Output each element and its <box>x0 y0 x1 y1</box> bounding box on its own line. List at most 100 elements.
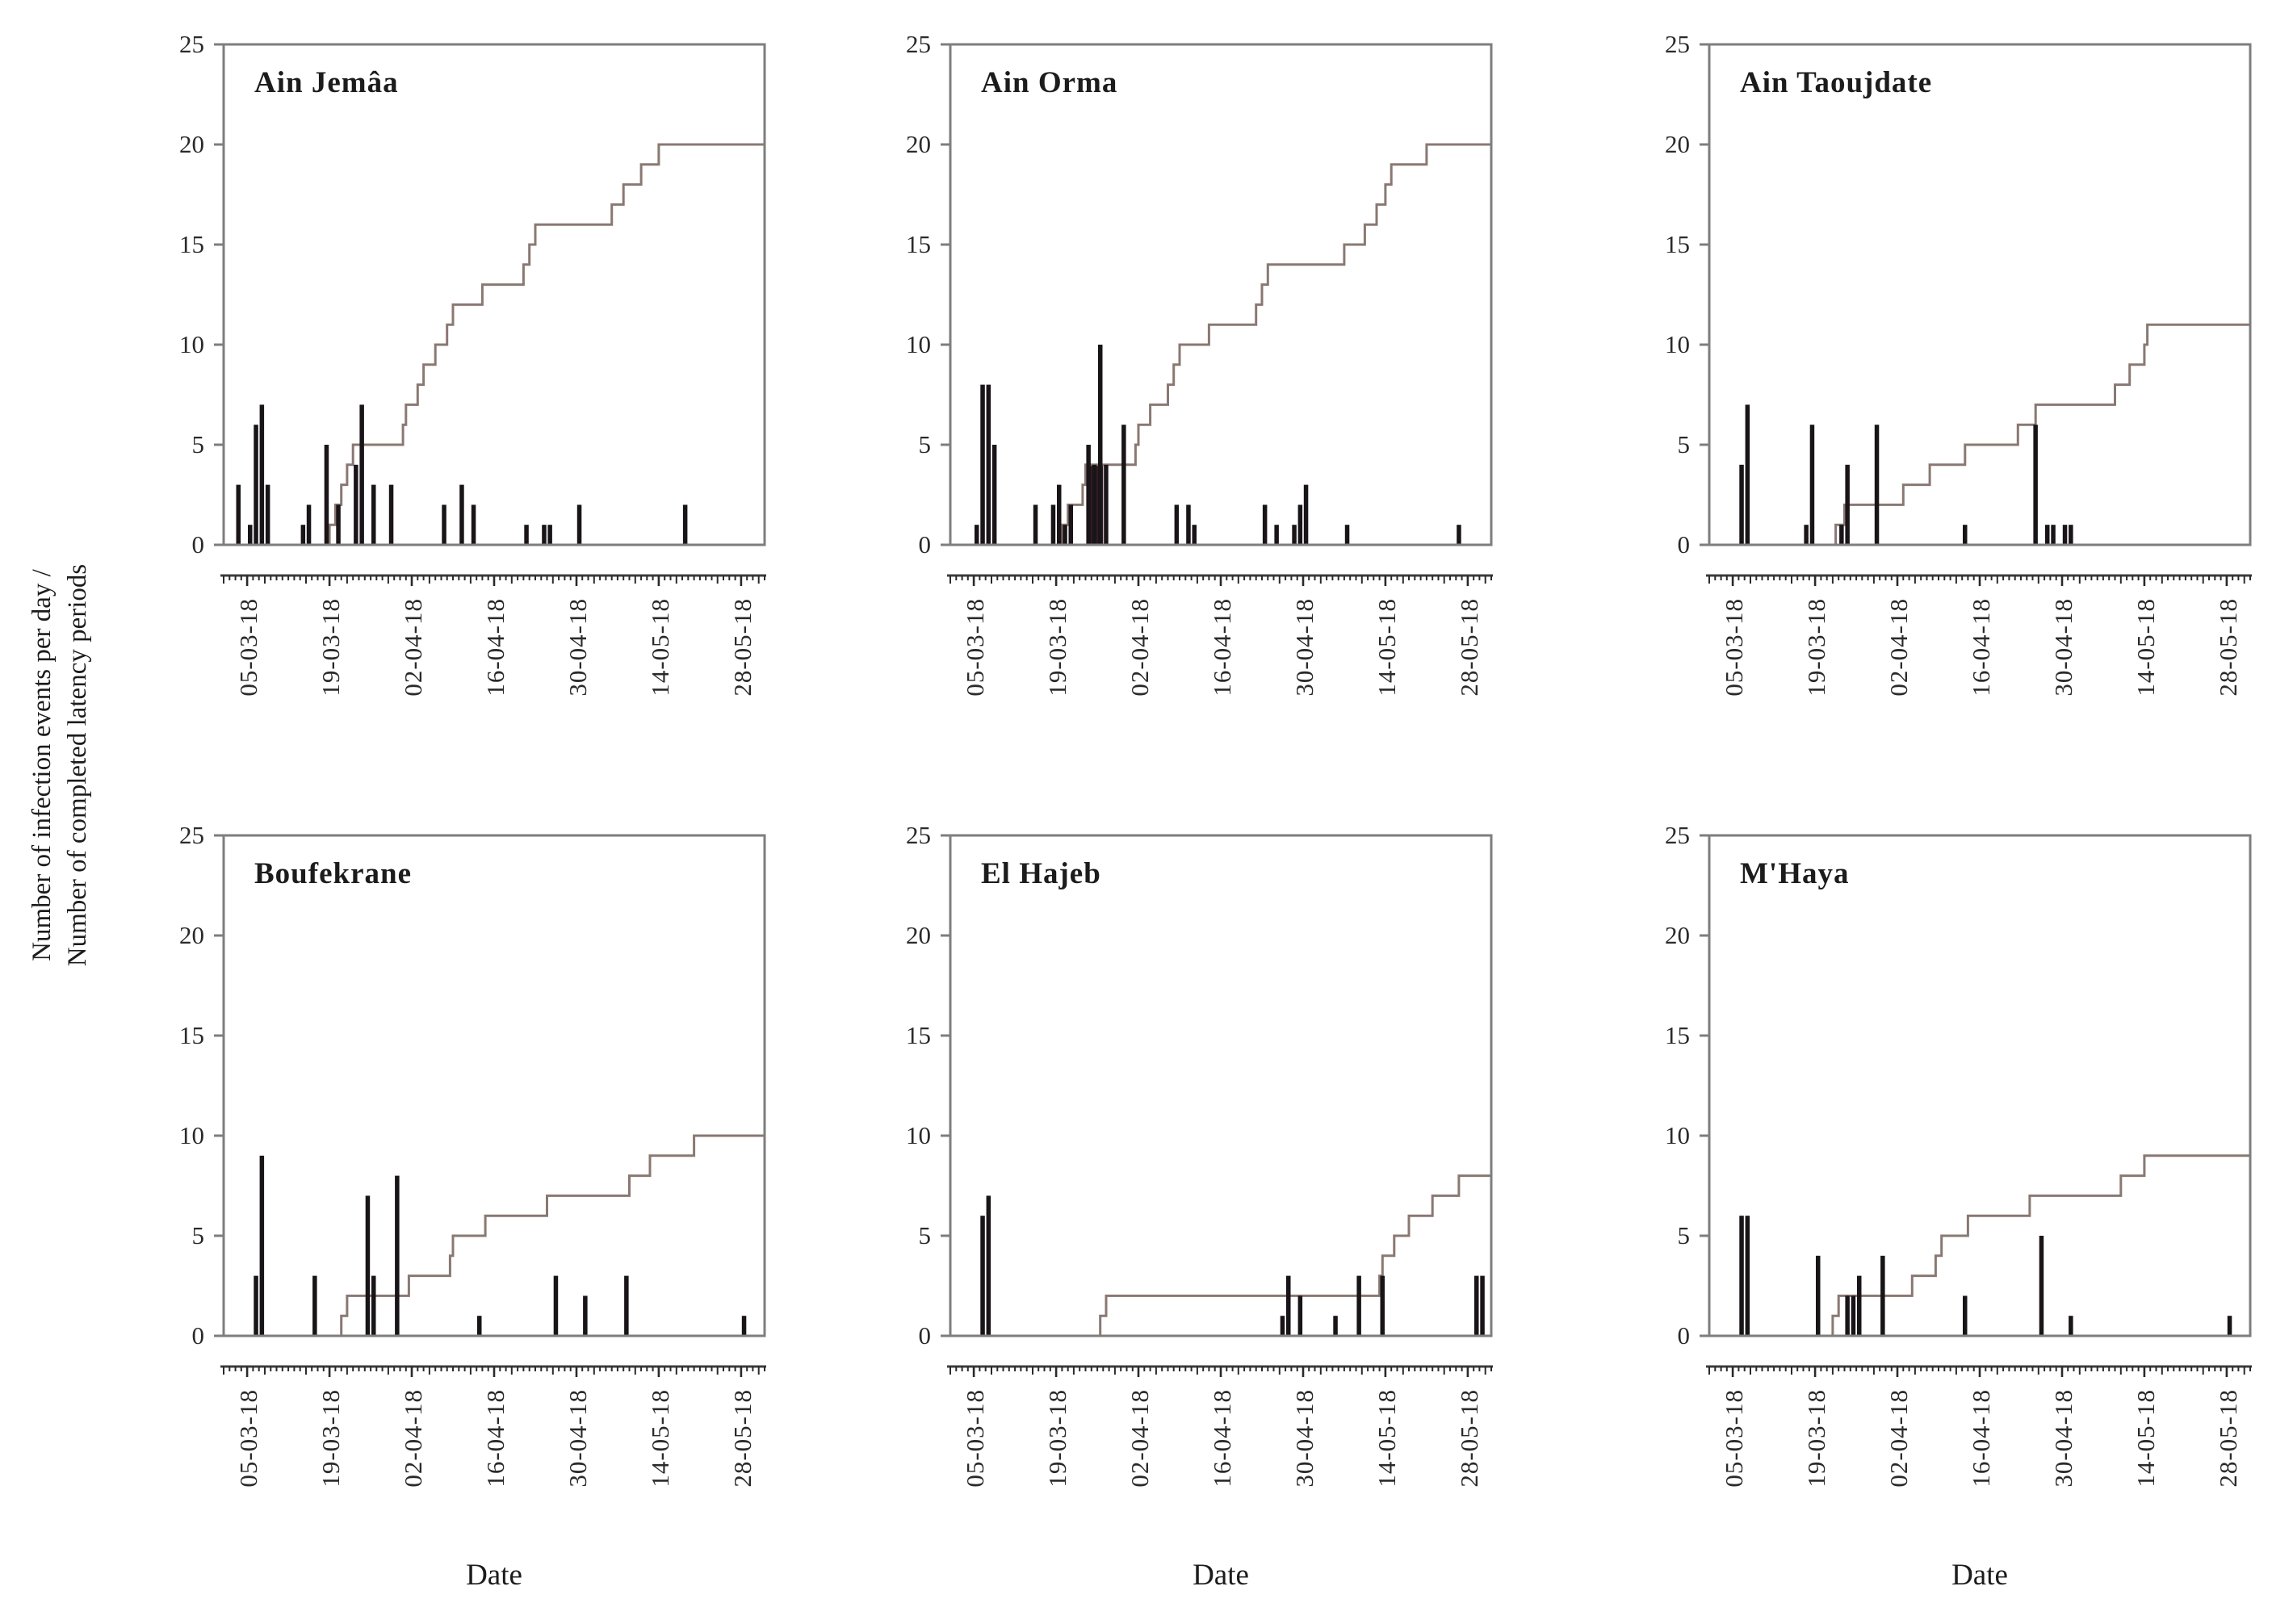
x-tick-label: 02-04-18 <box>399 1389 427 1542</box>
x-tick-label-text: 05-03-18 <box>234 598 262 697</box>
y-tick-label: 0 <box>918 1321 932 1350</box>
y-tick-label: 10 <box>179 1121 204 1149</box>
bar <box>1963 1295 1968 1336</box>
x-tick-label: 14-05-18 <box>2132 598 2160 751</box>
bar <box>2033 425 2038 545</box>
x-tick-label-text: 05-03-18 <box>961 598 989 697</box>
bar <box>248 525 253 545</box>
bar <box>1121 425 1126 545</box>
bar <box>1845 1295 1850 1336</box>
bar <box>991 445 997 545</box>
bar <box>2069 1316 2073 1336</box>
bar <box>576 504 582 545</box>
x-tick-label: 16-04-18 <box>481 1389 509 1542</box>
y-tick-label: 5 <box>191 1221 205 1249</box>
x-tick-label-text: 14-05-18 <box>646 1389 674 1488</box>
x-tick-label: 14-05-18 <box>646 598 674 751</box>
x-tick-label: 19-03-18 <box>316 598 345 751</box>
bar <box>1356 1275 1361 1336</box>
x-tick-label-text: 16-04-18 <box>481 1389 509 1488</box>
bar <box>1745 1216 1750 1336</box>
bar <box>254 425 258 545</box>
x-tick-label: 30-04-18 <box>2049 1389 2077 1542</box>
bar <box>388 484 394 545</box>
y-tick-label: 5 <box>918 1221 932 1249</box>
subplot-title-ain-orma: Ain Orma <box>981 66 1118 99</box>
bar <box>1280 1316 1285 1336</box>
x-tick-label: 05-03-18 <box>234 598 262 751</box>
subplot-ain-taoujdate <box>1700 43 2252 586</box>
x-tick-label-text: 02-04-18 <box>399 1389 427 1488</box>
bar <box>1809 425 1815 545</box>
x-tick-label: 28-05-18 <box>2214 1389 2242 1542</box>
bar <box>986 384 991 545</box>
subplot-title-boufekrane: Boufekrane <box>254 857 412 890</box>
x-tick-label: 14-05-18 <box>1373 1389 1401 1542</box>
bar <box>624 1275 629 1336</box>
bar <box>477 1316 482 1336</box>
x-tick-label-text: 30-04-18 <box>1290 1389 1318 1488</box>
x-tick-label-text: 02-04-18 <box>1126 1389 1154 1488</box>
x-tick-label: 30-04-18 <box>1290 1389 1318 1542</box>
x-tick-label: 14-05-18 <box>1373 598 1401 751</box>
bar <box>1380 1275 1385 1336</box>
x-tick-label-text: 14-05-18 <box>1373 1389 1401 1488</box>
bar <box>324 445 329 545</box>
bar <box>1480 1275 1485 1336</box>
x-tick-label-text: 02-04-18 <box>1884 598 1913 697</box>
subplot-boufekrane <box>214 834 766 1377</box>
y-tick-label: 0 <box>918 530 932 559</box>
subplot-ain-jemaa <box>214 43 766 586</box>
bar <box>259 404 265 545</box>
bar <box>1845 464 1850 545</box>
bar <box>442 504 446 545</box>
y-tick-label: 20 <box>179 130 204 158</box>
x-tick-label-text: 14-05-18 <box>2132 598 2160 697</box>
plot-frame <box>949 43 1493 546</box>
bar <box>365 1195 371 1336</box>
bar <box>1174 504 1180 545</box>
bar <box>986 1195 991 1336</box>
bar <box>2045 525 2050 545</box>
x-tick-label: 02-04-18 <box>1884 1389 1913 1542</box>
bar <box>306 504 312 545</box>
subplot-mhaya <box>1700 834 2252 1377</box>
step-line-series <box>1709 1154 2250 1337</box>
y-tick-label: 20 <box>1665 130 1690 158</box>
y-tick-label: 20 <box>906 921 931 949</box>
x-tick-label: 14-05-18 <box>646 1389 674 1542</box>
bar <box>980 1216 985 1336</box>
bar <box>2039 1236 2044 1336</box>
x-tick-label-text: 16-04-18 <box>481 598 509 697</box>
bar <box>1739 464 1744 545</box>
y-tick-label: 15 <box>179 230 204 258</box>
x-tick-label: 30-04-18 <box>564 1389 592 1542</box>
x-tick-label: 16-04-18 <box>1967 1389 1995 1542</box>
x-axis-caption: Date <box>1193 1559 1249 1592</box>
bar <box>1068 504 1073 545</box>
bar <box>1880 1255 1885 1336</box>
y-tick-label: 25 <box>179 30 204 58</box>
bar <box>542 525 547 545</box>
bar <box>1457 525 1461 545</box>
x-tick-label-text: 16-04-18 <box>1967 598 1995 697</box>
x-tick-label-text: 19-03-18 <box>1043 598 1071 697</box>
y-tick-label: 0 <box>191 530 205 559</box>
bar <box>312 1275 317 1336</box>
bar <box>1186 504 1191 545</box>
y-tick-label: 15 <box>1665 230 1690 258</box>
bar <box>1274 525 1279 545</box>
plot-frame <box>949 834 1493 1337</box>
y-tick-label: 10 <box>1665 330 1690 358</box>
bar <box>1739 1216 1744 1336</box>
bar <box>1297 1295 1303 1336</box>
bar <box>259 1155 265 1336</box>
x-tick-label: 28-05-18 <box>1455 598 1483 751</box>
y-tick-label: 0 <box>1677 530 1691 559</box>
subplot-ain-orma <box>941 43 1493 586</box>
x-tick-label-text: 05-03-18 <box>961 1389 989 1488</box>
x-tick-label-text: 30-04-18 <box>564 598 592 697</box>
x-tick-label: 02-04-18 <box>1126 1389 1154 1542</box>
y-tick-label: 5 <box>1677 1221 1691 1249</box>
bar <box>1344 525 1350 545</box>
